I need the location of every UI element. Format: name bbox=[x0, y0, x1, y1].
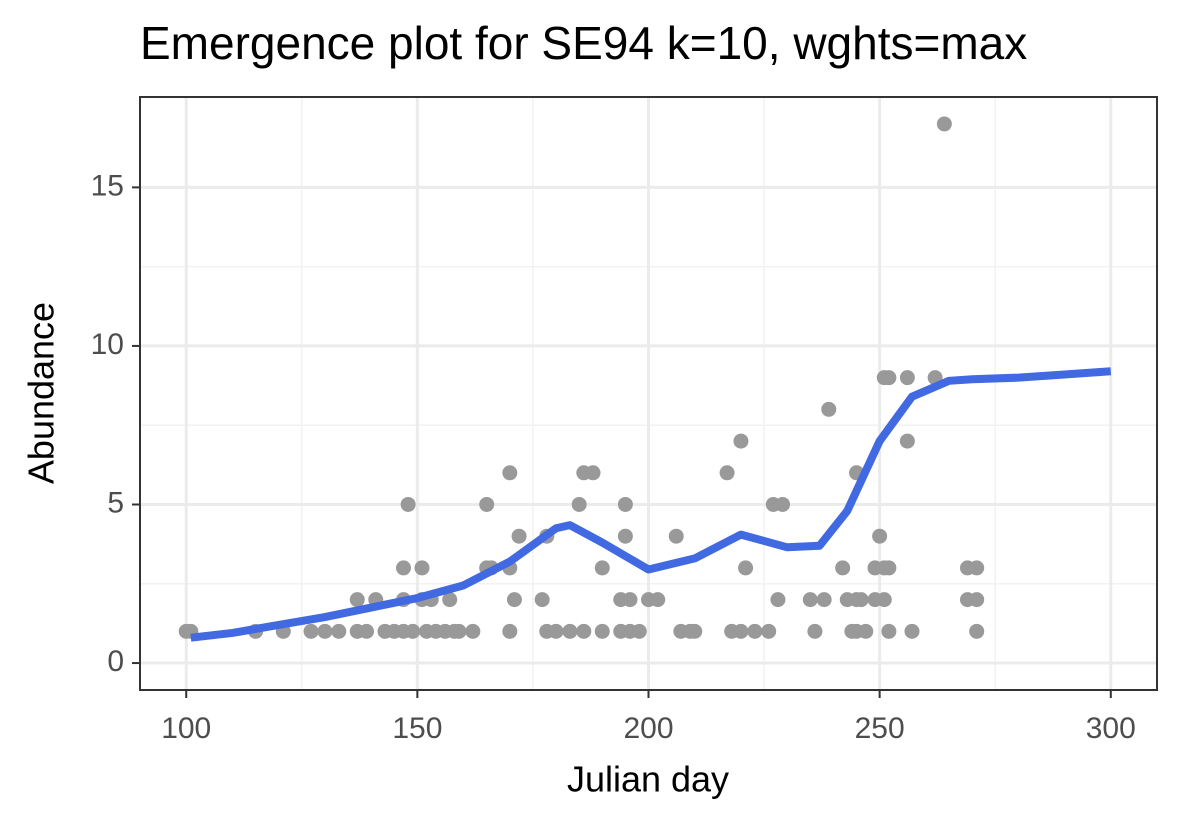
point bbox=[400, 496, 416, 512]
point bbox=[585, 465, 601, 481]
point bbox=[835, 560, 851, 576]
point bbox=[802, 592, 818, 608]
chart-title: Emergence plot for SE94 k=10, wghts=max bbox=[140, 17, 1027, 69]
point bbox=[442, 592, 458, 608]
point bbox=[687, 623, 703, 639]
point bbox=[576, 623, 592, 639]
point bbox=[881, 370, 897, 386]
point bbox=[899, 370, 915, 386]
point bbox=[904, 623, 920, 639]
point bbox=[451, 623, 467, 639]
point bbox=[405, 623, 421, 639]
y-tick-label: 10 bbox=[91, 328, 124, 361]
point bbox=[479, 496, 495, 512]
point bbox=[668, 528, 684, 544]
x-tick-label: 300 bbox=[1086, 712, 1136, 745]
point bbox=[502, 465, 518, 481]
point bbox=[853, 592, 869, 608]
point bbox=[876, 592, 892, 608]
point bbox=[562, 623, 578, 639]
y-tick-label: 5 bbox=[107, 486, 124, 519]
point bbox=[359, 623, 375, 639]
point bbox=[331, 623, 347, 639]
point bbox=[761, 623, 777, 639]
point bbox=[617, 528, 633, 544]
point bbox=[617, 496, 633, 512]
x-tick-label: 200 bbox=[623, 712, 673, 745]
point bbox=[511, 528, 527, 544]
point bbox=[465, 623, 481, 639]
point bbox=[631, 623, 647, 639]
point bbox=[571, 496, 587, 512]
point bbox=[747, 623, 763, 639]
point bbox=[881, 623, 897, 639]
point bbox=[807, 623, 823, 639]
point bbox=[770, 592, 786, 608]
point bbox=[872, 528, 888, 544]
point bbox=[816, 592, 832, 608]
point bbox=[775, 496, 791, 512]
point bbox=[738, 560, 754, 576]
point bbox=[534, 592, 550, 608]
x-tick-label: 150 bbox=[392, 712, 442, 745]
point bbox=[594, 560, 610, 576]
point bbox=[349, 592, 365, 608]
point bbox=[650, 592, 666, 608]
point bbox=[506, 592, 522, 608]
y-tick-label: 15 bbox=[91, 169, 124, 202]
point bbox=[881, 560, 897, 576]
point bbox=[502, 623, 518, 639]
point bbox=[858, 623, 874, 639]
point bbox=[594, 623, 610, 639]
smooth-line bbox=[190, 367, 1112, 642]
point bbox=[414, 560, 430, 576]
point bbox=[395, 560, 411, 576]
x-tick-label: 100 bbox=[161, 712, 211, 745]
point bbox=[936, 116, 952, 132]
point bbox=[733, 623, 749, 639]
x-axis-label: Julian day bbox=[567, 759, 729, 800]
point bbox=[548, 623, 564, 639]
point bbox=[969, 560, 985, 576]
point bbox=[969, 623, 985, 639]
point bbox=[317, 623, 333, 639]
panel-border bbox=[139, 96, 1158, 691]
y-tick-label: 0 bbox=[107, 645, 124, 678]
y-axis-label: Abundance bbox=[21, 302, 62, 484]
point bbox=[303, 623, 319, 639]
point bbox=[733, 433, 749, 449]
point bbox=[719, 465, 735, 481]
point bbox=[821, 401, 837, 417]
x-tick-label: 250 bbox=[855, 712, 905, 745]
point bbox=[969, 592, 985, 608]
point bbox=[622, 592, 638, 608]
point bbox=[899, 433, 915, 449]
